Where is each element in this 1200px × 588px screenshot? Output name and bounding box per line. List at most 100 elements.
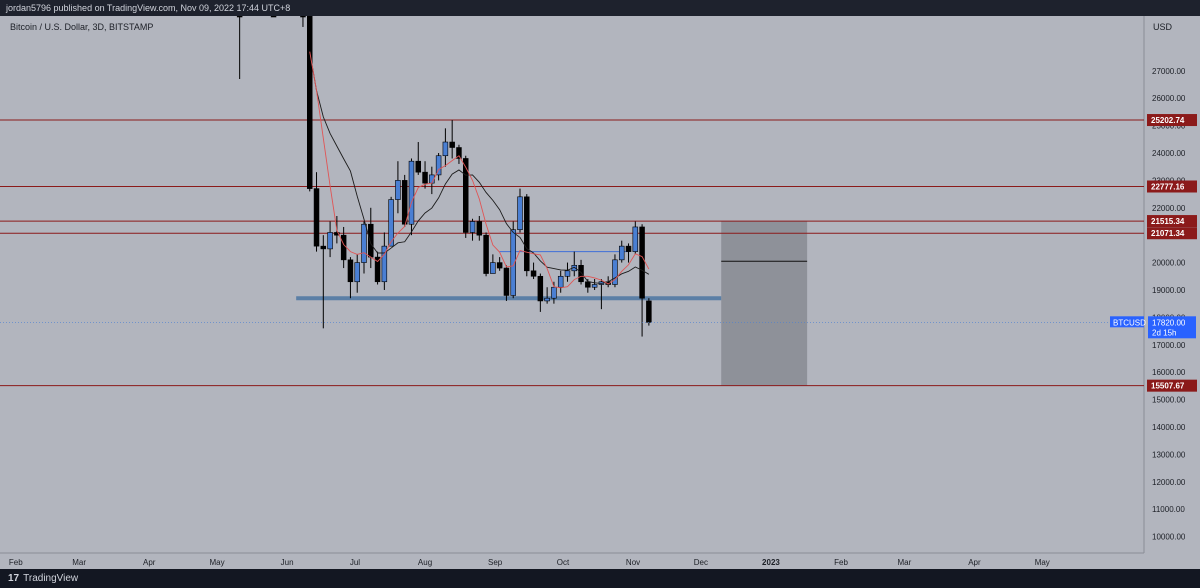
bear-candle <box>585 281 591 288</box>
currency-label: USD <box>1153 22 1173 32</box>
time-tick-label: Jun <box>281 558 294 567</box>
bear-candle <box>334 232 340 236</box>
bull-candle <box>490 262 496 274</box>
last-price-badge <box>1148 316 1196 339</box>
time-tick-label: Nov <box>626 558 640 567</box>
bear-candle <box>496 262 503 269</box>
bull-candle <box>557 275 564 288</box>
bear-candle <box>374 256 381 283</box>
bear-candle <box>415 160 422 173</box>
price-tick-label: 22000.00 <box>1152 204 1186 213</box>
level-price-label: 21515.34 <box>1151 217 1185 226</box>
time-tick-label: Mar <box>72 558 86 567</box>
bear-candle <box>300 16 306 18</box>
bear-candle <box>320 245 327 250</box>
level-price-label: 22777.16 <box>1151 182 1185 191</box>
bull-candle <box>381 245 388 283</box>
bull-candle <box>632 226 639 252</box>
tradingview-logo-icon[interactable]: 17 TradingView <box>8 569 78 588</box>
ema-line <box>309 51 650 289</box>
bear-candle <box>306 16 313 189</box>
bull-candle <box>591 284 598 288</box>
publish-line: jordan5796 published on TradingView.com,… <box>6 3 291 13</box>
bull-candle <box>544 297 550 302</box>
time-tick-labels: Feb Mar Apr May Jun Jul Aug Sep Oct Nov Dec 2023 Feb… <box>9 558 1050 567</box>
time-tick-label: Aug <box>418 558 432 567</box>
time-axis[interactable] <box>0 553 1200 569</box>
bull-candle <box>517 196 523 231</box>
support-band-group <box>296 251 722 301</box>
price-tick-label: 12000.00 <box>1152 478 1186 487</box>
price-axis[interactable] <box>1144 16 1200 553</box>
price-tick-label: 27000.00 <box>1152 67 1186 76</box>
symbol-label: BTCUSD <box>1113 318 1146 327</box>
bear-candle <box>456 147 462 159</box>
bull-candle <box>510 229 516 296</box>
bear-candle <box>646 300 652 323</box>
bull-candle <box>408 160 415 225</box>
price-tick-label: 24000.00 <box>1152 149 1186 158</box>
symbol-badge <box>1110 316 1144 328</box>
countdown-label: 2d 15h <box>1152 328 1176 337</box>
time-tick-label: Sep <box>488 558 503 567</box>
publish-header: jordan5796 published on TradingView.com,… <box>0 0 1200 16</box>
price-tick-labels: 10000.00 11000.00 12000.00 13000.00 14000.00… <box>1152 67 1186 542</box>
bear-candle <box>476 221 483 236</box>
price-tick-label: 14000.00 <box>1152 423 1186 432</box>
level-badge <box>1147 215 1197 228</box>
last-price-label: 17820.00 <box>1152 318 1186 327</box>
bear-candle <box>462 158 469 233</box>
sma-line <box>309 51 650 284</box>
bear-candle <box>537 275 544 302</box>
bear-candle <box>625 245 632 252</box>
bear-candle <box>483 234 489 274</box>
price-tick-label: 15000.00 <box>1152 396 1186 405</box>
time-tick-label: 2023 <box>762 558 780 567</box>
time-tick-label: Oct <box>557 558 570 567</box>
time-tick-label: Apr <box>968 558 981 567</box>
bear-candle <box>347 259 354 283</box>
bear-candle <box>578 265 584 283</box>
bull-candle <box>388 199 394 247</box>
bull-candle <box>354 262 360 283</box>
last-price-group: BTCUSD 17820.00 2d 15h <box>1110 316 1196 339</box>
bull-candle <box>612 259 618 285</box>
level-badge <box>1147 379 1197 392</box>
resistance-levels <box>0 119 1144 387</box>
level-price-labels: 25202.74 22777.16 21515.34 21071.34 15507.67 <box>1147 114 1197 392</box>
bear-candle <box>503 267 510 296</box>
level-badge <box>1147 114 1197 127</box>
bear-candle <box>368 223 374 258</box>
bull-candle <box>435 155 442 176</box>
brand-name: TradingView <box>23 573 79 584</box>
bull-candle <box>327 232 333 250</box>
candles <box>0 16 1144 337</box>
level-badge <box>1147 227 1197 240</box>
price-tick-label: 19000.00 <box>1152 286 1186 295</box>
price-tick-label: 10000.00 <box>1152 533 1186 542</box>
bear-candle <box>639 226 645 299</box>
bull-candle <box>469 221 476 233</box>
price-tick-label: 20000.00 <box>1152 259 1186 268</box>
bull-candle <box>395 180 401 200</box>
bear-candle <box>401 180 408 225</box>
bear-candle <box>236 16 243 18</box>
time-tick-label: Feb <box>834 558 848 567</box>
projection-box-group <box>721 221 808 386</box>
time-tick-label: May <box>1035 558 1050 567</box>
projection-box <box>721 221 808 386</box>
price-tick-label: 26000.00 <box>1152 94 1186 103</box>
time-tick-label: Feb <box>9 558 23 567</box>
price-tick-label: 11000.00 <box>1152 505 1185 514</box>
bull-candle <box>442 141 449 157</box>
bull-candle <box>361 223 367 263</box>
bull-candle <box>564 270 571 277</box>
time-tick-label: Apr <box>143 558 156 567</box>
level-price-label: 15507.67 <box>1151 382 1185 391</box>
price-tick-label: 17000.00 <box>1152 341 1186 350</box>
price-tick-label: 16000.00 <box>1152 368 1186 377</box>
bear-candle <box>340 234 347 261</box>
bear-candle <box>449 141 455 148</box>
level-badge <box>1147 180 1197 193</box>
price-chart[interactable]: 10000.00 11000.00 12000.00 13000.00 14000.00… <box>0 16 1200 569</box>
